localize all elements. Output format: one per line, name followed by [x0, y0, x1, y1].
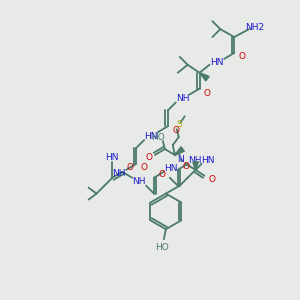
- Text: HN: HN: [144, 132, 158, 141]
- Text: NH: NH: [176, 94, 189, 103]
- Text: O: O: [127, 163, 134, 172]
- Text: HN: HN: [106, 153, 119, 162]
- Text: O: O: [172, 126, 179, 135]
- Text: O: O: [158, 170, 165, 179]
- Text: N: N: [177, 155, 184, 164]
- Polygon shape: [193, 162, 198, 170]
- Polygon shape: [175, 147, 184, 155]
- Text: NH: NH: [112, 169, 126, 178]
- Text: O: O: [209, 175, 216, 184]
- Text: NH: NH: [132, 177, 146, 186]
- Text: O: O: [141, 163, 148, 172]
- Text: HN: HN: [164, 164, 178, 173]
- Text: HN: HN: [211, 58, 224, 67]
- Text: NH2: NH2: [245, 22, 265, 32]
- Polygon shape: [200, 73, 209, 81]
- Text: H: H: [174, 152, 179, 158]
- Text: HN: HN: [201, 156, 214, 165]
- Text: O: O: [204, 89, 211, 98]
- Text: O: O: [146, 153, 152, 162]
- Text: HO: HO: [151, 133, 165, 142]
- Text: HO: HO: [155, 243, 169, 252]
- Text: NH: NH: [188, 156, 201, 165]
- Text: O: O: [182, 162, 189, 171]
- Text: S: S: [177, 120, 183, 129]
- Text: O: O: [238, 52, 246, 62]
